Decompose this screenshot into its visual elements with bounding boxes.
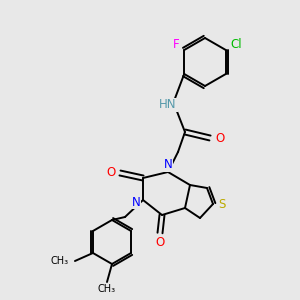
Text: CH₃: CH₃ <box>51 256 69 266</box>
Text: HN: HN <box>159 98 177 112</box>
Text: F: F <box>173 38 179 52</box>
Text: Cl: Cl <box>230 38 242 52</box>
Text: CH₃: CH₃ <box>98 284 116 294</box>
Text: N: N <box>164 158 172 172</box>
Text: O: O <box>106 167 116 179</box>
Text: O: O <box>155 236 165 248</box>
Text: S: S <box>218 197 226 211</box>
Text: N: N <box>132 196 140 208</box>
Text: O: O <box>215 131 225 145</box>
